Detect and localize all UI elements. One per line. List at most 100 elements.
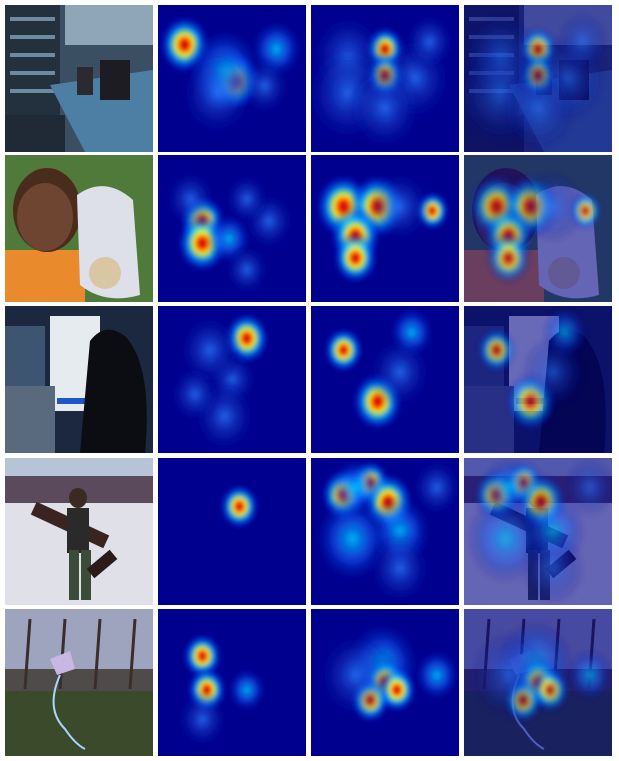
heat-blob [520, 169, 586, 244]
heat-blob [476, 327, 517, 373]
person-head [69, 488, 87, 508]
overlay-image [464, 609, 612, 756]
heat-blob [469, 630, 548, 721]
heat-blob [178, 48, 257, 139]
heat-blob [367, 530, 433, 605]
cat-by-computer-monitor-saliency-map-a [158, 306, 306, 453]
person-in-snow-overlay [464, 458, 612, 605]
kitchen-counter-overlay [464, 5, 612, 152]
saliency-map-a-image [158, 306, 306, 453]
photo-image [5, 458, 153, 605]
saliency-map-b-image [311, 306, 459, 453]
heat-blob [520, 530, 586, 605]
brick-wall [5, 386, 55, 453]
overlay-image [464, 5, 612, 152]
heat-blob [485, 232, 531, 284]
person-in-snow-saliency-map-b [311, 458, 459, 605]
shelf-board [10, 35, 55, 39]
heat-blob [345, 62, 425, 152]
heat-blob [227, 667, 267, 713]
saliency-map-a-image [158, 5, 306, 152]
face [17, 183, 73, 251]
leg [81, 550, 91, 600]
shelf [5, 5, 60, 115]
kitchen-counter-saliency-map-b [311, 5, 459, 152]
heat-blob [567, 648, 612, 702]
kite [50, 651, 75, 675]
saliency-map-a-image [158, 609, 306, 756]
tree-trunk [128, 618, 137, 690]
window-blind [5, 326, 45, 386]
cat-silhouette [80, 329, 147, 453]
kitchen-counter-photo [5, 5, 153, 152]
saliency-map-a-image [158, 458, 306, 605]
saliency-map-b-image [311, 155, 459, 302]
tree-trunk [93, 618, 102, 690]
photo-image [5, 609, 153, 756]
heat-blob [316, 630, 395, 721]
photo-image [5, 155, 153, 302]
overlay-image [464, 155, 612, 302]
leg [69, 550, 79, 600]
boy-with-baseball-glove-saliency-map-a [158, 155, 306, 302]
saliency-map-b-image [311, 5, 459, 152]
board [86, 549, 118, 579]
saliency-map-b-image [311, 609, 459, 756]
kite-in-park-photo [5, 609, 153, 756]
shelf-board [10, 89, 55, 93]
heatmap-background [158, 458, 306, 605]
window [65, 5, 153, 45]
heat-blob [329, 458, 382, 518]
heat-blob [367, 169, 433, 244]
shelf-board [10, 71, 55, 75]
saliency-map-b-image [311, 458, 459, 605]
shelf-board [10, 17, 55, 21]
person-in-snow-photo [5, 458, 153, 605]
floor [5, 115, 65, 152]
heat-blob [164, 169, 217, 230]
boy-with-baseball-glove-photo [5, 155, 153, 302]
kite-tail [52, 674, 86, 750]
heat-blob [176, 689, 229, 750]
heat-blob [563, 458, 612, 518]
heat-blob [482, 458, 535, 518]
heat-blob [520, 334, 586, 410]
photo-image [5, 5, 153, 152]
cat-by-computer-monitor-photo [5, 306, 153, 453]
tree-line [5, 669, 153, 691]
heat-blob [323, 327, 364, 373]
coffee-machine [100, 60, 130, 100]
heat-blob [182, 633, 223, 679]
heat-blob [224, 243, 270, 296]
heat-blob [168, 364, 222, 425]
tree-trunk [23, 618, 32, 690]
heat-blob [367, 334, 433, 410]
heat-blob [224, 172, 270, 226]
kite-in-park-saliency-map-a [158, 609, 306, 756]
cat-by-computer-monitor-overlay [464, 306, 612, 453]
person-body [67, 508, 89, 553]
heat-blob [219, 483, 260, 530]
boy-with-baseball-glove-saliency-map-b [311, 155, 459, 302]
shirt [5, 250, 85, 302]
person-in-snow-saliency-map-a [158, 458, 306, 605]
heat-blob [332, 232, 378, 284]
shelf-board [10, 53, 55, 57]
heat-blob [410, 458, 459, 518]
heat-blob [556, 11, 609, 72]
boy-with-baseball-glove-overlay [464, 155, 612, 302]
photo-image [5, 306, 153, 453]
kite-in-park-saliency-map-b [311, 609, 459, 756]
heat-blob [414, 648, 459, 702]
heat-blob [498, 62, 578, 152]
overlay-image [464, 458, 612, 605]
grinder [77, 67, 93, 95]
saliency-map-a-image [158, 155, 306, 302]
baseball [89, 257, 121, 289]
kitchen-counter-saliency-map-a [158, 5, 306, 152]
kite-in-park-overlay [464, 609, 612, 756]
cat-by-computer-monitor-saliency-map-b [311, 306, 459, 453]
taskbar [57, 398, 97, 404]
overlay-image [464, 306, 612, 453]
